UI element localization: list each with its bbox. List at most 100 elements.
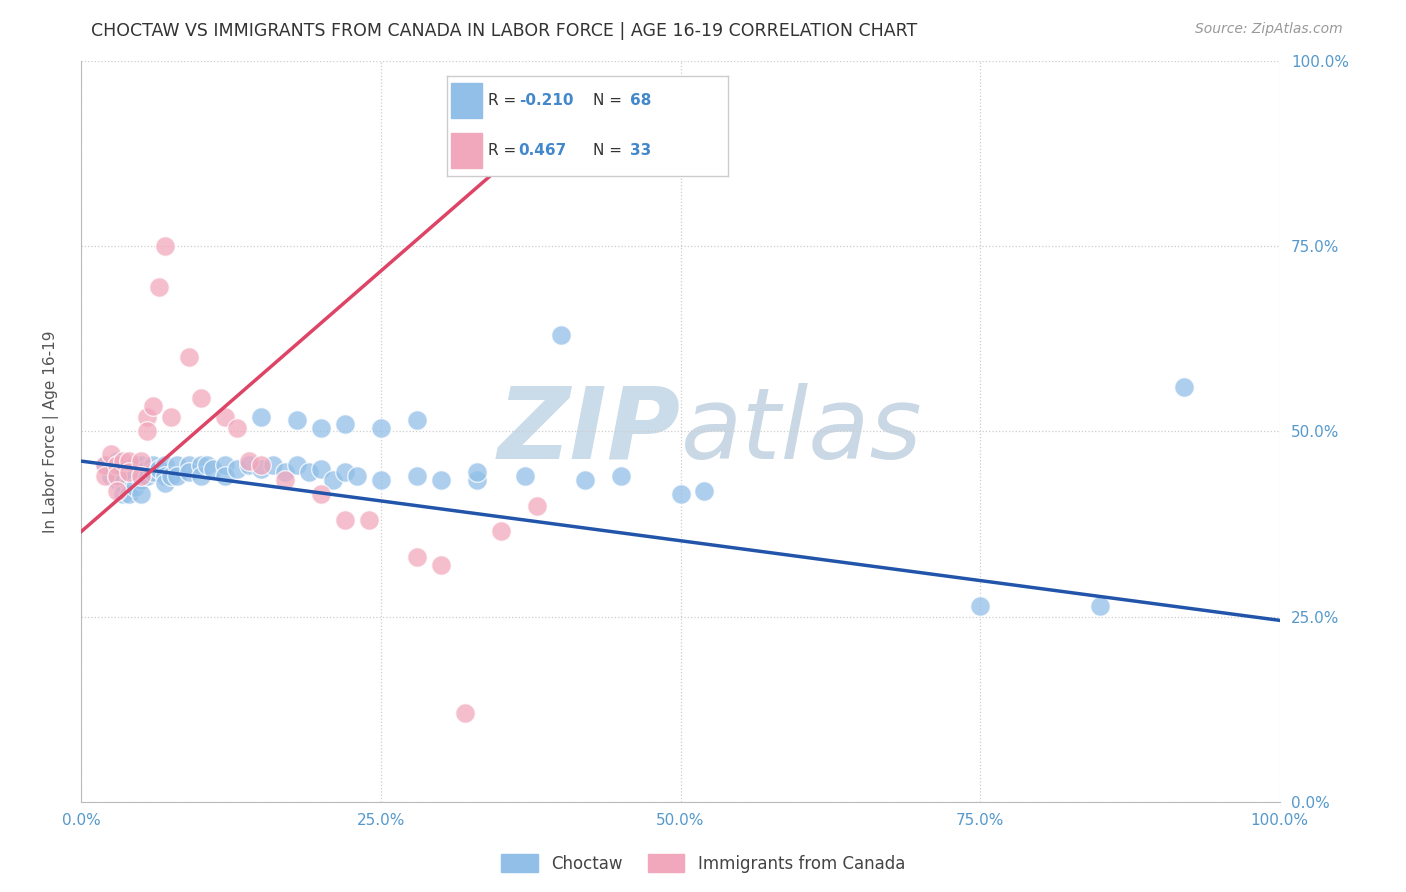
Point — [179, 351, 201, 365]
Legend: Choctaw, Immigrants from Canada: Choctaw, Immigrants from Canada — [495, 847, 911, 880]
Point — [370, 473, 392, 487]
Point — [124, 469, 146, 483]
Point — [574, 473, 596, 487]
Point — [112, 454, 135, 468]
Point — [454, 706, 477, 720]
Point — [190, 469, 212, 483]
Point — [406, 469, 429, 483]
Point — [346, 469, 368, 483]
Point — [118, 469, 141, 483]
Point — [370, 421, 392, 435]
Point — [155, 469, 177, 483]
Point — [202, 461, 225, 475]
Point — [309, 421, 332, 435]
Point — [160, 409, 183, 424]
Point — [969, 599, 991, 613]
Point — [190, 458, 212, 472]
Point — [550, 328, 572, 343]
Point — [214, 469, 236, 483]
Point — [285, 458, 308, 472]
Point — [129, 458, 152, 472]
Point — [118, 476, 141, 491]
Point — [179, 458, 201, 472]
Point — [112, 465, 135, 479]
Point — [160, 469, 183, 483]
Point — [142, 458, 165, 472]
Point — [105, 483, 128, 498]
Point — [262, 458, 284, 472]
Point — [214, 458, 236, 472]
Point — [190, 391, 212, 405]
Point — [148, 280, 170, 294]
Text: ZIP: ZIP — [498, 383, 681, 480]
Point — [609, 469, 631, 483]
Text: Source: ZipAtlas.com: Source: ZipAtlas.com — [1195, 22, 1343, 37]
Point — [112, 476, 135, 491]
Point — [105, 458, 128, 472]
Point — [112, 487, 135, 501]
Point — [118, 487, 141, 501]
Point — [406, 413, 429, 427]
Point — [155, 458, 177, 472]
Point — [430, 558, 453, 572]
Point — [124, 458, 146, 472]
Point — [195, 458, 218, 472]
Text: CHOCTAW VS IMMIGRANTS FROM CANADA IN LABOR FORCE | AGE 16-19 CORRELATION CHART: CHOCTAW VS IMMIGRANTS FROM CANADA IN LAB… — [91, 22, 918, 40]
Point — [465, 465, 488, 479]
Point — [322, 473, 344, 487]
Point — [136, 461, 159, 475]
Point — [430, 473, 453, 487]
Point — [100, 469, 122, 483]
Point — [166, 469, 188, 483]
Text: atlas: atlas — [681, 383, 922, 480]
Point — [142, 465, 165, 479]
Point — [285, 413, 308, 427]
Point — [309, 487, 332, 501]
Point — [274, 473, 297, 487]
Point — [148, 461, 170, 475]
Point — [142, 399, 165, 413]
Point — [94, 458, 117, 472]
Point — [238, 454, 260, 468]
Point — [155, 239, 177, 253]
Point — [129, 473, 152, 487]
Point — [238, 458, 260, 472]
Point — [465, 473, 488, 487]
Point — [124, 480, 146, 494]
Point — [333, 513, 356, 527]
Point — [357, 513, 380, 527]
Point — [136, 425, 159, 439]
Point — [489, 524, 512, 539]
Point — [118, 465, 141, 479]
Point — [105, 454, 128, 468]
Point — [333, 417, 356, 431]
Point — [94, 458, 117, 472]
Point — [136, 409, 159, 424]
Point — [550, 80, 572, 95]
Point — [1173, 380, 1195, 394]
Point — [226, 461, 249, 475]
Point — [118, 461, 141, 475]
Point — [250, 409, 273, 424]
Point — [166, 458, 188, 472]
Point — [129, 454, 152, 468]
Point — [274, 465, 297, 479]
Point — [309, 461, 332, 475]
Point — [693, 483, 716, 498]
Point — [118, 454, 141, 468]
Point — [105, 473, 128, 487]
Point — [214, 409, 236, 424]
Point — [129, 465, 152, 479]
Point — [226, 421, 249, 435]
Point — [250, 458, 273, 472]
Point — [669, 487, 692, 501]
Point — [406, 550, 429, 565]
Point — [179, 465, 201, 479]
Point — [250, 461, 273, 475]
Point — [129, 487, 152, 501]
Point — [100, 447, 122, 461]
Point — [298, 465, 321, 479]
Point — [526, 499, 548, 513]
Point — [155, 476, 177, 491]
Point — [105, 469, 128, 483]
